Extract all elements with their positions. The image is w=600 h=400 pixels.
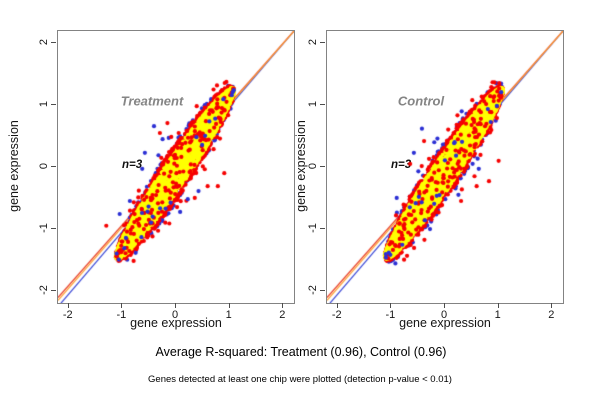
x-tick-mark	[336, 303, 338, 308]
x-tick-mark	[282, 303, 284, 308]
caption-footnote: Genes detected at least one chip were pl…	[148, 374, 452, 385]
y-tick-label: -1	[38, 222, 50, 233]
x-tick-label: 0	[440, 309, 448, 321]
y-tick-mark	[320, 166, 325, 167]
x-tick-label: 1	[225, 309, 232, 321]
y-tick-mark	[51, 104, 56, 106]
y-tick-mark	[320, 42, 325, 44]
y-tick-label: 0	[307, 162, 319, 170]
y-tick-mark	[51, 166, 56, 167]
x-tick-label: -2	[331, 309, 342, 321]
x-tick-mark	[497, 303, 499, 308]
y-tick-mark	[320, 227, 325, 229]
y-tick-mark	[320, 289, 325, 291]
y-tick-label: 2	[38, 39, 50, 46]
x-axis-label-treatment: gene expression	[130, 316, 222, 330]
scatter-canvas-treatment	[58, 31, 294, 303]
x-tick-label: -1	[385, 309, 396, 321]
x-tick-label: 2	[279, 309, 286, 321]
x-tick-label: 0	[171, 309, 179, 321]
y-tick-mark	[51, 289, 56, 291]
x-tick-label: 1	[494, 309, 501, 321]
x-tick-label: 2	[548, 309, 555, 321]
x-tick-label: -2	[62, 309, 73, 321]
scatter-plot-treatment: Treatment n=3	[57, 30, 295, 304]
y-tick-label: 1	[38, 101, 50, 108]
x-tick-mark	[444, 303, 445, 308]
y-tick-label: 1	[307, 101, 319, 108]
x-tick-label: -1	[116, 309, 127, 321]
scatter-plot-control: Control n=3	[326, 30, 564, 304]
x-tick-mark	[390, 303, 392, 308]
y-tick-label: -2	[307, 284, 319, 295]
y-axis-label-treatment: gene expression	[7, 120, 21, 212]
y-tick-mark	[320, 104, 325, 106]
caption-r-squared: Average R-squared: Treatment (0.96), Con…	[155, 345, 447, 359]
y-tick-mark	[51, 227, 56, 229]
y-tick-label: 0	[38, 162, 50, 170]
x-tick-mark	[228, 303, 230, 308]
x-tick-mark	[121, 303, 123, 308]
y-tick-label: -2	[38, 284, 50, 295]
y-axis-label-control: gene expression	[294, 120, 308, 212]
x-tick-mark	[175, 303, 176, 308]
x-tick-mark	[67, 303, 69, 308]
x-tick-mark	[551, 303, 553, 308]
y-tick-label: -1	[307, 222, 319, 233]
scatter-canvas-control	[327, 31, 563, 303]
y-tick-mark	[51, 42, 56, 44]
x-axis-label-control: gene expression	[399, 316, 491, 330]
y-tick-label: 2	[307, 39, 319, 46]
